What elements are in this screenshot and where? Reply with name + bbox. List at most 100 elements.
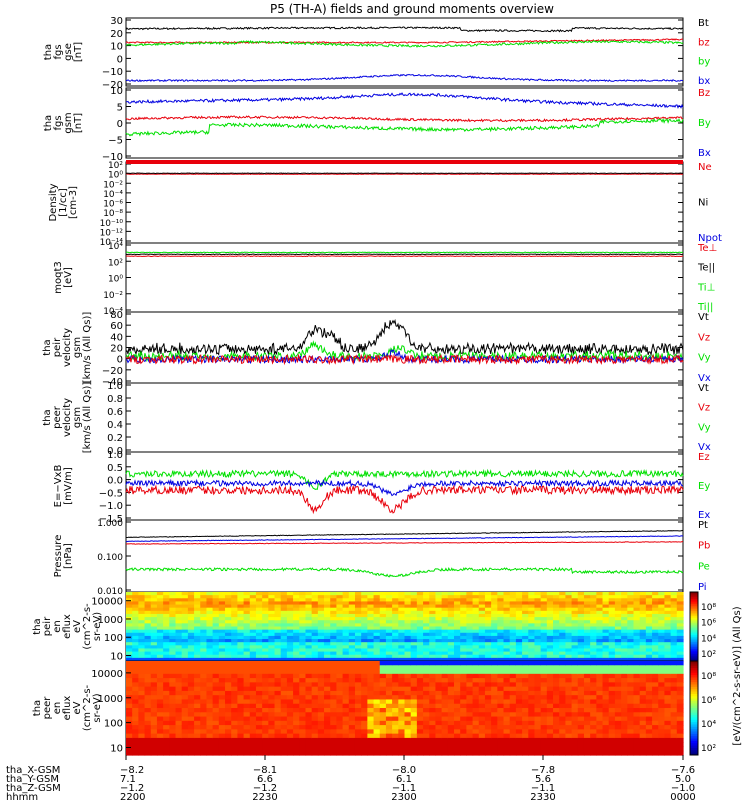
- spectrogram-cell: [231, 632, 238, 637]
- spectrogram-cell: [163, 665, 170, 671]
- spectrogram-cell: [249, 645, 257, 650]
- spectrogram-cell: [225, 703, 232, 709]
- spectrogram-cell: [385, 642, 393, 646]
- spectrogram-cell: [466, 613, 474, 618]
- spectrogram-cell: [317, 742, 325, 748]
- spectrogram-cell: [342, 750, 350, 756]
- spectrogram-cell: [293, 708, 300, 713]
- spectrogram-cell: [416, 712, 424, 718]
- spectrogram-cell: [398, 604, 406, 609]
- colorbar-cell: [690, 740, 698, 744]
- spectrogram-cell: [590, 651, 597, 656]
- spectrogram-cell: [460, 686, 467, 692]
- spectrogram-cell: [559, 635, 567, 640]
- spectrogram-cell: [194, 610, 201, 615]
- spectrogram-cell: [274, 610, 282, 615]
- spectrogram-cell: [299, 610, 307, 615]
- spectrogram-cell: [658, 648, 666, 653]
- spectrogram-cell: [299, 742, 307, 748]
- spectrogram-cell: [305, 686, 313, 692]
- spectrogram-cell: [577, 601, 585, 606]
- spectrogram-cell: [212, 645, 220, 650]
- y-tick-label: 30: [110, 16, 123, 27]
- spectrogram-cell: [515, 750, 523, 756]
- spectrogram-cell: [491, 703, 498, 709]
- spectrogram-cell: [503, 720, 511, 726]
- spectrogram-cell: [627, 699, 635, 705]
- spectrogram-cell: [231, 598, 238, 603]
- spectrogram-cell: [367, 598, 375, 603]
- spectrogram-cell: [639, 592, 647, 596]
- spectrogram-cell: [262, 642, 269, 646]
- spectrogram-cell: [305, 661, 313, 666]
- spectrogram-cell: [311, 648, 319, 653]
- spectrogram-cell: [138, 623, 146, 628]
- spectrogram-cell: [571, 746, 579, 752]
- spectrogram-cell: [596, 716, 604, 722]
- spectrogram-cell: [194, 725, 201, 730]
- spectrogram-cell: [466, 712, 474, 718]
- spectrogram-cell: [614, 708, 622, 713]
- spectrogram-cell: [583, 598, 591, 603]
- spectrogram-cell: [410, 623, 418, 628]
- spectrogram-cell: [200, 737, 208, 743]
- spectrogram-cell: [571, 733, 579, 739]
- spectrogram-cell: [262, 592, 269, 596]
- spectrogram-cell: [317, 699, 325, 705]
- spectrogram-cell: [546, 620, 554, 624]
- spectrogram-cell: [534, 651, 542, 656]
- spectrogram-cell: [212, 642, 220, 646]
- spectrogram-cell: [150, 708, 158, 713]
- spectrogram-cell: [324, 695, 331, 701]
- spectrogram-cell: [404, 682, 412, 688]
- spectrogram-cell: [379, 598, 387, 603]
- spectrogram-cell: [596, 729, 604, 735]
- spectrogram-cell: [491, 651, 498, 656]
- spectrogram-cell: [385, 617, 393, 621]
- spectrogram-cell: [571, 617, 579, 621]
- spectrogram-cell: [293, 729, 300, 735]
- spectrogram-cell: [144, 595, 152, 599]
- spectrogram-cell: [652, 629, 659, 634]
- spectrogram-cell: [553, 613, 560, 618]
- spectrogram-cell: [435, 623, 443, 628]
- spectrogram-cell: [169, 720, 177, 726]
- spectrogram-cell: [348, 629, 356, 634]
- spectrogram-cell: [231, 742, 238, 748]
- spectrogram-cell: [472, 639, 480, 643]
- spectrogram-cell: [280, 708, 288, 713]
- y-label-line: velocity: [62, 398, 73, 437]
- spectrogram-cell: [286, 654, 294, 659]
- mode-indicator-bar: [126, 160, 683, 164]
- spectrogram-cell: [639, 657, 647, 662]
- spectrogram-cell: [150, 750, 158, 756]
- spectrogram-cell: [181, 617, 189, 621]
- spectrogram-cell: [237, 642, 245, 646]
- spectrogram-cell: [305, 690, 313, 696]
- spectrogram-cell: [583, 626, 591, 631]
- spectrogram-cell: [583, 604, 591, 609]
- spectrogram-cell: [466, 639, 474, 643]
- spectrogram-cell: [546, 592, 554, 596]
- colorbar-cell: [690, 663, 698, 667]
- spectrogram-cell: [515, 642, 523, 646]
- spectrogram-cell: [590, 750, 597, 756]
- spectrogram-cell: [534, 626, 542, 631]
- spectrogram-cell: [317, 626, 325, 631]
- y-label-line: [eV]: [63, 267, 74, 288]
- spectrogram-cell: [144, 695, 152, 701]
- y-label-line: eV: [72, 620, 83, 633]
- spectrogram-cell: [255, 592, 263, 596]
- spectrogram-cell: [311, 712, 319, 718]
- spectrogram-cell: [218, 708, 226, 713]
- spectrogram-cell: [429, 742, 437, 748]
- spectrogram-cell: [528, 699, 536, 705]
- spectrogram-cell: [559, 742, 567, 748]
- spectrogram-cell: [237, 725, 245, 730]
- spectrogram-cell: [608, 648, 616, 653]
- spectrogram-cell: [181, 654, 189, 659]
- spectrogram-cell: [138, 642, 146, 646]
- y-tick-label: 10⁻²: [103, 291, 123, 301]
- spectrogram-cell: [534, 623, 542, 628]
- spectrogram-cell: [670, 725, 678, 730]
